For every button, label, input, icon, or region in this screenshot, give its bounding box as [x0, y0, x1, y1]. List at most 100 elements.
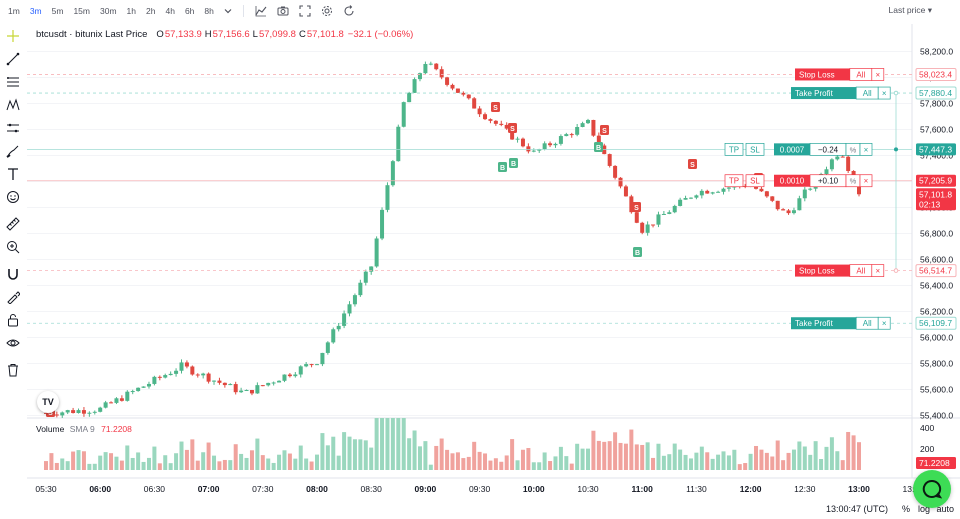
volume-bar: [141, 461, 146, 470]
brush-tool[interactable]: [4, 142, 22, 160]
volume-bar: [331, 436, 336, 470]
volume-bar: [786, 452, 791, 470]
candle-body: [824, 169, 829, 174]
position-long-price: 57,447.3: [919, 144, 952, 154]
position-long-pnl: −0.24: [818, 145, 839, 154]
sell-marker: [632, 202, 641, 212]
volume-bar: [575, 443, 580, 470]
text-tool[interactable]: [4, 165, 22, 183]
projection-icon: [7, 123, 19, 132]
auto-scale-toggle[interactable]: auto: [936, 504, 954, 514]
candle-body: [743, 185, 748, 187]
utc-clock[interactable]: 13:00:47 (UTC): [825, 504, 888, 514]
volume-bar: [81, 451, 86, 470]
time-tick-label: 05:30: [35, 484, 57, 494]
gear-icon[interactable]: [321, 5, 333, 17]
fib-tool[interactable]: [4, 73, 22, 91]
volume-bar: [336, 455, 341, 470]
interval-6h[interactable]: 6h: [184, 6, 195, 16]
price-tick-label: 56,800.0: [920, 229, 953, 239]
ruler-icon: [6, 216, 20, 231]
volume-legend: Volume SMA 9 71.2208: [36, 424, 132, 434]
lock-tool[interactable]: [4, 311, 22, 329]
candle-body: [163, 375, 168, 378]
projection-tool[interactable]: [4, 119, 22, 137]
time-tick-label: 10:30: [577, 484, 599, 494]
price-tick-label: 55,400.0: [920, 411, 953, 421]
volume-bar: [146, 457, 151, 470]
drawing-toolbar: [0, 24, 26, 484]
volume-bar: [136, 452, 141, 470]
stop-loss-top-price-bg: [915, 67, 957, 81]
candle-body: [331, 329, 336, 343]
candle-body: [770, 196, 775, 201]
reset-icon[interactable]: [343, 5, 355, 17]
candle-body: [651, 224, 656, 226]
interval-1m[interactable]: 1m: [8, 6, 20, 16]
emoji-tool[interactable]: [4, 188, 22, 206]
volume-bar: [109, 453, 114, 470]
chat-support-button[interactable]: [913, 470, 951, 508]
sma-label: SMA 9: [69, 424, 95, 434]
ruler-tool[interactable]: [4, 215, 22, 233]
remove-tool[interactable]: [4, 361, 22, 379]
interval-1h[interactable]: 1h: [126, 6, 136, 16]
interval-4h[interactable]: 4h: [165, 6, 175, 16]
volume-bar: [564, 456, 569, 470]
chevron-down-icon[interactable]: [224, 5, 232, 17]
crosshair-tool[interactable]: [4, 27, 22, 45]
symbol-title[interactable]: btcusdt · bitunix Last Price: [36, 29, 148, 40]
interval-8h[interactable]: 8h: [204, 6, 214, 16]
brush-icon: [6, 145, 19, 158]
candle-body: [634, 212, 639, 223]
candle-body: [195, 374, 200, 376]
last-price-countdown: 02:13: [919, 199, 941, 209]
candle-body: [531, 150, 536, 152]
interval-2h[interactable]: 2h: [146, 6, 156, 16]
eye-icon: [6, 339, 20, 346]
fullscreen-icon[interactable]: [299, 5, 311, 17]
volume-bar: [802, 446, 807, 470]
buy-marker: [509, 158, 518, 168]
interval-30m[interactable]: 30m: [99, 6, 117, 16]
zoom-tool[interactable]: [4, 238, 22, 256]
volume-bar: [385, 418, 390, 470]
candle-body: [759, 188, 764, 192]
tradingview-logo[interactable]: TV: [37, 391, 59, 413]
chart-type-icon[interactable]: [255, 5, 267, 17]
volume-bar: [439, 438, 444, 470]
take-profit-top-close-icon: ×: [882, 89, 887, 98]
time-tick-label: 07:30: [252, 484, 274, 494]
volume-bar: [445, 449, 450, 470]
sell-marker-label: S: [493, 105, 498, 112]
candle-body: [92, 411, 97, 413]
trendline-tool[interactable]: [4, 50, 22, 68]
volume-bar: [732, 449, 737, 470]
candle-body: [499, 123, 504, 125]
pattern-tool[interactable]: [4, 96, 22, 114]
take-profit-bottom-price: 56,109.7: [919, 318, 952, 328]
candle-body: [287, 374, 292, 377]
percent-scale-toggle[interactable]: %: [901, 504, 910, 514]
candle-body: [298, 366, 303, 375]
stop-loss-top-all-button: [849, 68, 873, 81]
candle-body: [266, 382, 271, 386]
low-label: L: [252, 29, 258, 40]
volume-bar: [466, 456, 471, 470]
hide-tool[interactable]: [4, 334, 22, 352]
keep-drawing-tool[interactable]: [4, 288, 22, 306]
buy-marker-label: B: [511, 161, 516, 168]
time-tick-label: 06:30: [144, 484, 166, 494]
interval-5m[interactable]: 5m: [51, 6, 64, 16]
position-short-price: 57,205.9: [919, 176, 952, 186]
camera-icon[interactable]: [277, 5, 289, 17]
sell-marker: [754, 173, 763, 183]
price-source-select[interactable]: Last price ▾: [888, 5, 932, 16]
smiley-icon: [7, 190, 19, 203]
volume-bar: [493, 458, 498, 470]
magnet-tool[interactable]: [4, 265, 22, 283]
interval-15m[interactable]: 15m: [73, 6, 90, 16]
log-scale-toggle[interactable]: log: [917, 504, 930, 514]
interval-3m[interactable]: 3m: [29, 6, 42, 16]
